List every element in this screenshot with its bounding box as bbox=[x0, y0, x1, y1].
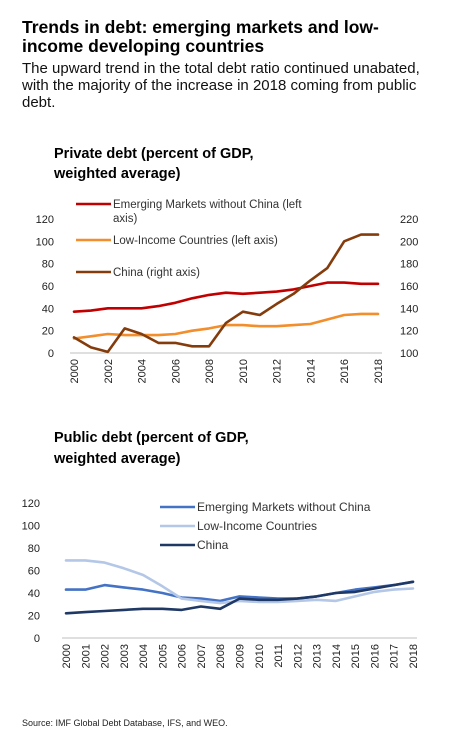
chart1-y2-tick-label: 120 bbox=[400, 326, 418, 338]
chart1-y-tick-label: 40 bbox=[42, 303, 54, 315]
chart1-legend: Emerging Markets without China (left axis… bbox=[76, 199, 302, 279]
chart2-y-tick-label: 40 bbox=[28, 588, 40, 600]
figure-title: Trends in debt: emerging markets and low… bbox=[22, 17, 379, 56]
chart2-x-tick-label: 2008 bbox=[215, 644, 227, 668]
chart1-series bbox=[72, 233, 380, 354]
chart1-legend-label: Emerging Markets without China (left bbox=[113, 199, 302, 211]
chart2-x-tick-label: 2012 bbox=[292, 644, 304, 668]
chart1-y2-tick-label: 200 bbox=[400, 236, 418, 248]
chart1-x-tick-label: 2016 bbox=[339, 359, 351, 383]
chart2-x-tick-label: 2005 bbox=[157, 644, 169, 668]
chart1-legend-label: axis) bbox=[113, 213, 137, 225]
chart2-series-line-2 bbox=[64, 580, 415, 615]
chart1-y-tick-label: 0 bbox=[48, 348, 54, 360]
chart1-x-tick-label: 2004 bbox=[137, 359, 149, 383]
chart2-x-tick-label: 2007 bbox=[196, 644, 208, 668]
chart1-y-tick-label: 100 bbox=[36, 236, 54, 248]
chart1-y2-tick-label: 220 bbox=[400, 214, 418, 226]
chart2-y-tick-label: 80 bbox=[28, 543, 40, 555]
chart2-x-tick-label: 2014 bbox=[331, 644, 343, 668]
chart1-y-tick-label: 20 bbox=[42, 326, 54, 338]
chart1-y2-tick-label: 160 bbox=[400, 281, 418, 293]
chart2-x-tick-label: 2018 bbox=[408, 644, 420, 668]
chart2-x-tick-label: 2015 bbox=[350, 644, 362, 668]
chart1-x-tick-label: 2010 bbox=[238, 359, 250, 383]
chart2-x-tick-label: 2011 bbox=[273, 644, 285, 668]
chart2-legend-label: Emerging Markets without China bbox=[197, 500, 371, 514]
chart1-y-tick-label: 120 bbox=[36, 214, 54, 226]
chart2-y-tick-label: 0 bbox=[34, 633, 40, 645]
chart2-x-tick-label: 2017 bbox=[389, 644, 401, 668]
chart2-x-tick-label: 2006 bbox=[177, 644, 189, 668]
chart2-series-line-0 bbox=[64, 580, 415, 603]
chart2-y-tick-label: 20 bbox=[28, 611, 40, 623]
chart2-x-tick-label: 2001 bbox=[80, 644, 92, 668]
chart1-y-tick-label: 80 bbox=[42, 259, 54, 271]
chart2-legend-label: Low-Income Countries bbox=[197, 519, 317, 533]
chart1-x-tick-label: 2012 bbox=[272, 359, 284, 383]
chart2-x-tick-label: 2016 bbox=[369, 644, 381, 668]
chart1-y2-tick-label: 140 bbox=[400, 303, 418, 315]
chart1-x-tick-label: 2008 bbox=[204, 359, 216, 383]
chart2-x-tick-label: 2010 bbox=[254, 644, 266, 668]
chart1-axes: 0 20 40 60 80 100 120 100 120 140 160 180 200 220 2000… bbox=[36, 214, 419, 383]
chart2-title-line1: Public debt (percent of GDP, bbox=[54, 430, 249, 446]
source-note: Source: IMF Global Debt Database, IFS, a… bbox=[22, 718, 228, 728]
chart1-x-tick-label: 2018 bbox=[373, 359, 385, 383]
chart1-y2-tick-label: 100 bbox=[400, 348, 418, 360]
chart2-series-line-1 bbox=[64, 559, 415, 605]
chart1-legend-label: Low-Income Countries (left axis) bbox=[113, 235, 278, 247]
chart2-y-tick-label: 120 bbox=[22, 498, 40, 510]
chart1-x-tick-label: 2014 bbox=[305, 359, 317, 383]
chart1-legend-label: China (right axis) bbox=[113, 267, 200, 279]
chart2-x-tick-label: 2013 bbox=[312, 644, 324, 668]
chart2-legend: Emerging Markets without China Low-Income… bbox=[160, 500, 371, 552]
chart1-y-tick-label: 60 bbox=[42, 281, 54, 293]
chart2-y-tick-label: 60 bbox=[28, 566, 40, 578]
chart1-series-line-2 bbox=[72, 233, 380, 354]
chart2-legend-label: China bbox=[197, 538, 229, 552]
chart1-y2-tick-label: 180 bbox=[400, 259, 418, 271]
chart2-y-tick-label: 100 bbox=[22, 521, 40, 533]
chart2-x-tick-label: 2000 bbox=[61, 644, 73, 668]
chart2-series bbox=[64, 559, 415, 615]
chart2-x-tick-label: 2003 bbox=[119, 644, 131, 668]
chart1-title-line1: Private debt (percent of GDP, bbox=[54, 146, 254, 162]
figure-subtitle: The upward trend in the total debt ratio… bbox=[22, 60, 420, 111]
chart2-title-line2: weighted average) bbox=[53, 451, 181, 467]
chart1-x-tick-label: 2006 bbox=[170, 359, 182, 383]
chart1-x-tick-label: 2000 bbox=[69, 359, 81, 383]
chart2-x-tick-label: 2009 bbox=[235, 644, 247, 668]
chart2-x-tick-label: 2002 bbox=[100, 644, 112, 668]
chart2-axes: 0 20 40 60 80 100 120 2000 2001 2002 2003 2004 2005 2… bbox=[22, 498, 420, 668]
chart1-series-line-0 bbox=[72, 281, 380, 314]
chart1-x-tick-label: 2002 bbox=[103, 359, 115, 383]
chart1-title-line2: weighted average) bbox=[53, 166, 181, 182]
chart2-x-tick-label: 2004 bbox=[138, 644, 150, 668]
